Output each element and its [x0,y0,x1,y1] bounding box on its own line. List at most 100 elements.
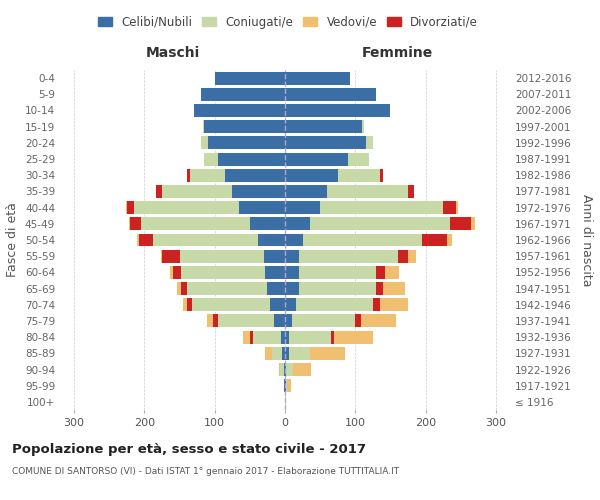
Bar [218,152,285,166]
Text: COMUNE DI SANTORSO (VI) - Dati ISTAT 1° gennaio 2017 - Elaborazione TUTTITALIA.I: COMUNE DI SANTORSO (VI) - Dati ISTAT 1° … [12,468,399,476]
Y-axis label: Anni di nascita: Anni di nascita [580,194,593,286]
Bar [285,169,338,181]
Bar [218,314,274,328]
Bar [380,169,383,181]
Bar [204,152,218,166]
Bar [139,234,153,246]
Bar [285,136,366,149]
Bar [310,347,345,360]
Bar [285,250,299,262]
Bar [250,218,285,230]
Bar [181,266,265,279]
Bar [285,379,286,392]
Bar [299,250,398,262]
Bar [293,363,311,376]
Bar [187,169,190,181]
Bar [302,234,422,246]
Bar [187,298,192,311]
Bar [443,201,456,214]
Bar [264,250,285,262]
Bar [285,152,348,166]
Bar [250,330,253,344]
Bar [285,347,289,360]
Bar [190,169,225,181]
Text: Popolazione per età, sesso e stato civile - 2017: Popolazione per età, sesso e stato civil… [12,442,366,456]
Bar [258,234,285,246]
Bar [447,234,452,246]
Bar [286,363,293,376]
Bar [422,234,447,246]
Text: Femmine: Femmine [362,46,433,60]
Bar [181,282,187,295]
Bar [472,218,475,230]
Bar [215,72,285,85]
Bar [299,266,376,279]
Bar [285,234,302,246]
Bar [204,120,285,133]
Bar [183,298,187,311]
Bar [376,282,383,295]
Bar [456,201,458,214]
Bar [285,88,376,101]
Bar [278,363,280,376]
Bar [280,363,284,376]
Bar [157,185,162,198]
Bar [161,250,162,262]
Bar [243,330,250,344]
Bar [320,201,443,214]
Bar [292,314,355,328]
Bar [285,330,289,344]
Bar [285,396,286,408]
Bar [296,298,373,311]
Bar [141,218,250,230]
Bar [134,201,239,214]
Bar [265,347,272,360]
Bar [269,298,285,311]
Bar [450,218,472,230]
Bar [126,201,127,214]
Bar [380,298,408,311]
Bar [137,234,139,246]
Bar [289,330,331,344]
Bar [287,379,290,392]
Bar [331,330,334,344]
Bar [130,218,141,230]
Bar [179,250,264,262]
Bar [366,136,373,149]
Bar [310,218,450,230]
Bar [192,298,269,311]
Bar [361,314,396,328]
Bar [413,185,415,198]
Bar [286,379,287,392]
Bar [162,250,179,262]
Bar [265,266,285,279]
Bar [178,282,181,295]
Bar [212,314,218,328]
Bar [200,88,285,101]
Legend: Celibi/Nubili, Coniugati/e, Vedovi/e, Divorziati/e: Celibi/Nubili, Coniugati/e, Vedovi/e, Di… [93,11,483,34]
Bar [348,152,370,166]
Bar [274,314,285,328]
Bar [200,136,208,149]
Bar [281,330,285,344]
Bar [285,363,286,376]
Bar [127,201,134,214]
Text: Maschi: Maschi [145,46,200,60]
Bar [208,136,285,149]
Bar [285,72,350,85]
Bar [268,282,285,295]
Bar [285,218,310,230]
Bar [173,266,181,279]
Bar [203,120,204,133]
Bar [373,298,380,311]
Bar [285,314,292,328]
Bar [334,330,373,344]
Bar [284,363,285,376]
Bar [170,266,173,279]
Bar [155,185,157,198]
Bar [338,169,380,181]
Bar [385,266,399,279]
Bar [327,185,408,198]
Bar [408,185,413,198]
Bar [285,120,362,133]
